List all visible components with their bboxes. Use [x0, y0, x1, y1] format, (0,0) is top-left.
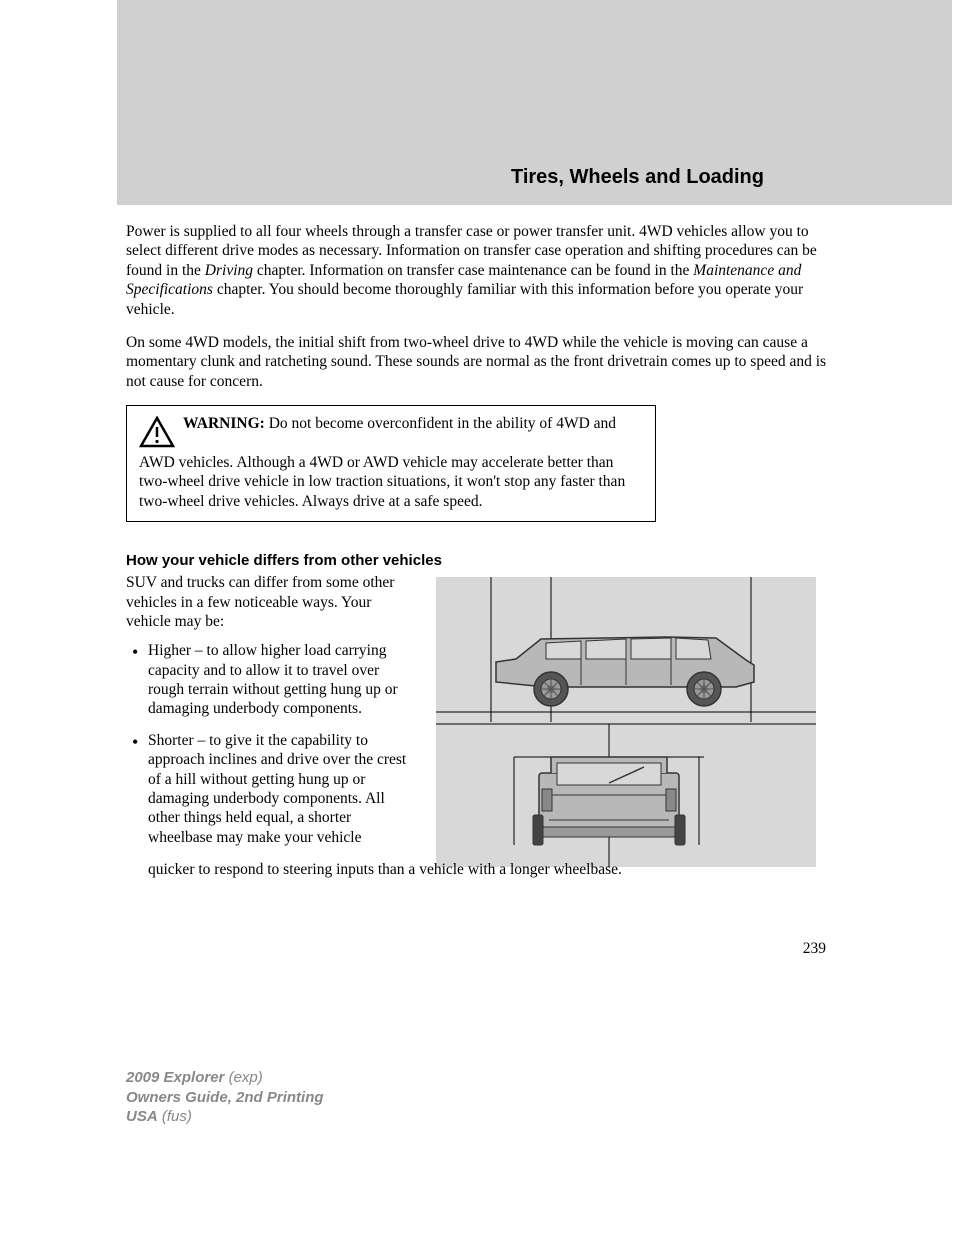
warning-triangle-icon	[139, 416, 175, 453]
p1-text-2: chapter. Information on transfer case ma…	[253, 262, 693, 279]
paragraph-2: On some 4WD models, the initial shift fr…	[126, 333, 828, 391]
bullet-item: Higher – to allow higher load carrying c…	[126, 641, 416, 719]
footer-line-2: Owners Guide, 2nd Printing	[126, 1088, 324, 1108]
paragraph-1: Power is supplied to all four wheels thr…	[126, 222, 828, 319]
warning-text: WARNING: Do not become overconfident in …	[139, 415, 625, 510]
footer-line-1: 2009 Explorer (exp)	[126, 1068, 324, 1088]
subsection-intro: SUV and trucks can differ from some othe…	[126, 573, 416, 631]
bullet-item: Shorter – to give it the capability to a…	[126, 731, 416, 847]
section-title: Tires, Wheels and Loading	[511, 166, 764, 189]
footer-code-1: (exp)	[224, 1069, 262, 1086]
p1-italic-1: Driving	[205, 262, 253, 279]
warning-label: WARNING:	[183, 415, 265, 432]
two-column-layout: SUV and trucks can differ from some othe…	[126, 573, 828, 872]
page-number: 239	[803, 940, 826, 958]
subsection-title: How your vehicle differs from other vehi…	[126, 552, 828, 569]
footer-model: 2009 Explorer	[126, 1069, 224, 1086]
footer: 2009 Explorer (exp) Owners Guide, 2nd Pr…	[126, 1068, 324, 1127]
footer-region: USA	[126, 1108, 158, 1125]
header-banner: Tires, Wheels and Loading	[117, 0, 952, 205]
bullet-list: Higher – to allow higher load carrying c…	[126, 641, 416, 847]
footer-line-3: USA (fus)	[126, 1107, 324, 1127]
warning-box: WARNING: Do not become overconfident in …	[126, 405, 656, 522]
suv-dimension-diagram	[436, 577, 816, 867]
p1-text-3: chapter. You should become thoroughly fa…	[126, 281, 803, 317]
right-column	[436, 573, 826, 872]
footer-code-2: (fus)	[158, 1108, 192, 1125]
left-column: SUV and trucks can differ from some othe…	[126, 573, 416, 872]
page-content: Power is supplied to all four wheels thr…	[126, 222, 828, 880]
